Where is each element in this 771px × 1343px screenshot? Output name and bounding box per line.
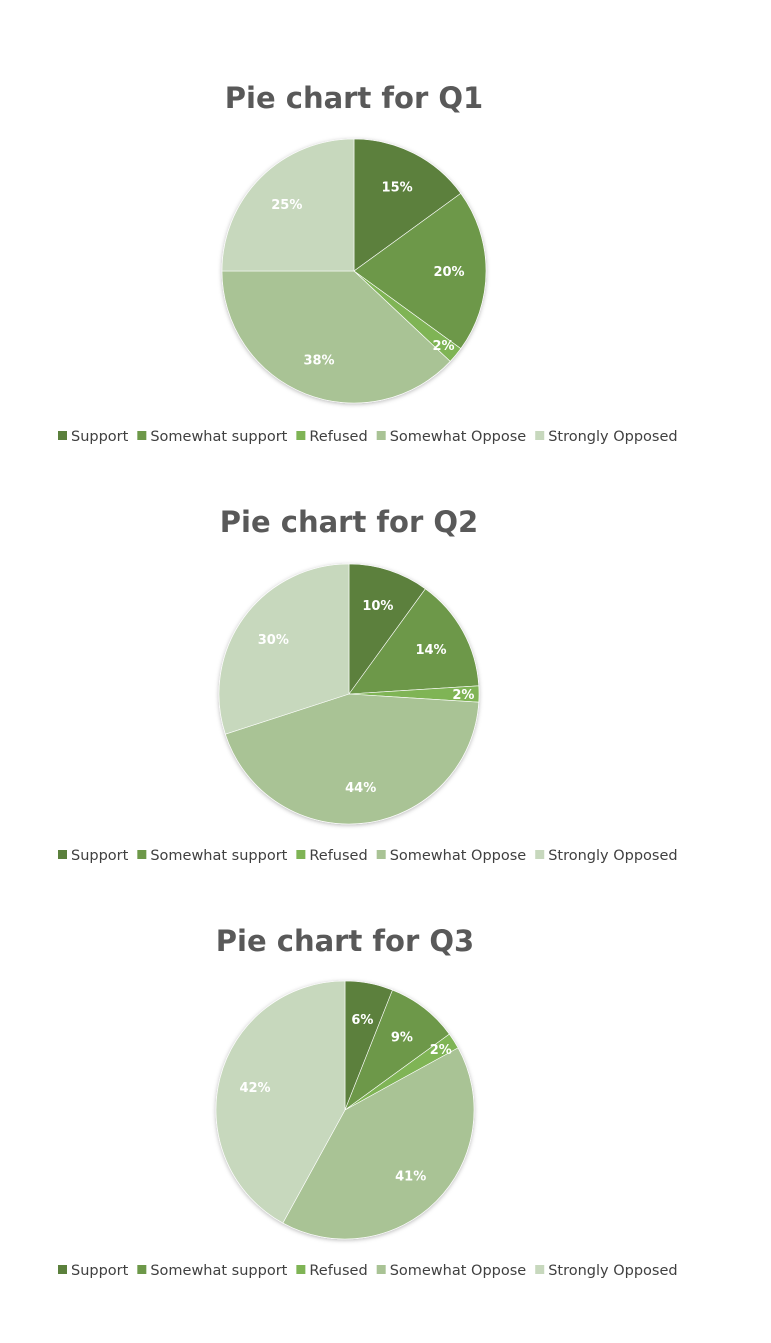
legend-entry: Somewhat support [150,848,287,864]
data-label: 2% [452,688,474,703]
pie-slices [218,563,480,825]
legend-swatch [535,1265,545,1274]
data-label: 6% [351,1013,373,1028]
chart-title: Pie chart for Q2 [220,505,478,539]
pie-slice-somewhat-oppose [221,270,451,404]
legend-swatch [58,1265,67,1274]
legend-entry: Support [71,848,129,864]
legend-entry: Refused [309,848,367,864]
data-label: 20% [433,265,464,280]
data-label: 15% [382,180,413,195]
legend-swatch [137,431,147,440]
legend-entry: Somewhat Oppose [390,1263,527,1279]
data-label: 2% [430,1043,452,1058]
data-label: 25% [271,198,302,213]
legend-entry: Support [71,429,129,445]
legend-entry: Refused [309,429,367,445]
pie-slice-somewhat-oppose [282,1047,475,1240]
pie-chart-q1: Pie chart for Q1 15% 20% 2% 38% 25% Support Som… [58,81,678,445]
legend-swatch [296,1265,306,1274]
pie-chart-q3: Pie chart for Q3 6% 9% 2% 41% 42% Support Somew… [58,924,678,1279]
legend-entry: Strongly Opposed [548,848,677,864]
pie-slices [221,138,487,404]
data-label: 9% [391,1031,413,1046]
pie-slice-support [348,563,426,695]
legend: Support Somewhat support Refused Somewhat O… [58,1263,678,1279]
legend-swatch [137,850,147,859]
chart-title: Pie chart for Q3 [216,924,474,958]
pie-slice-strongly-opposed [218,563,350,735]
pie-slice-somewhat-oppose [224,693,480,825]
chart-title: Pie chart for Q1 [225,81,483,115]
data-label: 10% [362,599,393,614]
pie-slice-support [353,138,462,272]
legend-swatch [535,431,545,440]
data-label: 38% [303,353,334,368]
pie-slice-somewhat-support [348,588,480,695]
data-label: 44% [345,781,376,796]
legend: Support Somewhat support Refused Somewhat O… [58,848,678,864]
legend-swatch [535,850,545,859]
legend-entry: Somewhat support [150,1263,287,1279]
legend-entry: Somewhat support [150,429,287,445]
legend-swatch [58,850,67,859]
legend-swatch [58,431,67,440]
data-label: 42% [239,1081,270,1096]
legend-entry: Refused [309,1263,367,1279]
data-label: 30% [258,633,289,648]
pie-slice-strongly-opposed [221,138,355,272]
legend-swatch [376,1265,386,1274]
legend-entry: Strongly Opposed [548,1263,677,1279]
data-label: 2% [432,339,454,354]
pie-slice-strongly-opposed [215,980,346,1224]
pie-slice-somewhat-support [353,192,487,350]
legend-entry: Somewhat Oppose [390,429,527,445]
pie-slices [215,980,475,1240]
legend: Support Somewhat support Refused Somewhat O… [58,429,678,445]
legend-entry: Somewhat Oppose [390,848,527,864]
pie-chart-q2: Pie chart for Q2 10% 14% 2% 44% 30% Support Som… [58,505,678,864]
legend-swatch [137,1265,147,1274]
legend-swatch [376,431,386,440]
data-label: 41% [395,1170,426,1185]
legend-entry: Strongly Opposed [548,429,677,445]
legend-swatch [296,431,306,440]
legend-swatch [296,850,306,859]
data-label: 14% [415,643,446,658]
legend-entry: Support [71,1263,129,1279]
legend-swatch [376,850,386,859]
